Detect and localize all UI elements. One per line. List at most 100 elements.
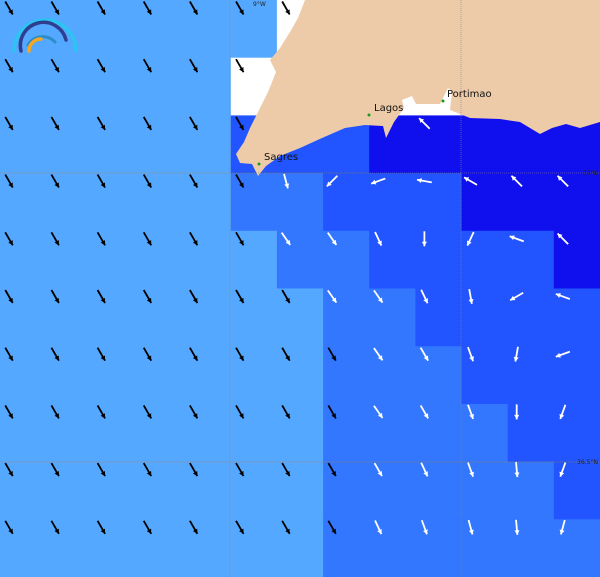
logo-icon xyxy=(12,18,78,53)
wave-cell xyxy=(369,288,416,347)
town-portimao[interactable]: Portimao xyxy=(441,89,492,103)
wave-cell xyxy=(553,346,600,405)
wave-cell xyxy=(46,519,93,577)
wave-direction-arrow xyxy=(96,116,106,131)
wave-direction-arrow xyxy=(142,289,152,304)
wave-direction-arrow xyxy=(373,289,384,304)
wave-cell xyxy=(369,461,416,520)
wave-cell xyxy=(0,403,47,463)
wave-direction-arrow xyxy=(326,175,339,188)
wave-direction-arrow xyxy=(142,174,152,189)
wave-cell xyxy=(553,230,600,289)
wave-direction-arrow xyxy=(327,520,337,535)
wave-direction-arrow xyxy=(327,404,337,419)
wave-cell xyxy=(461,173,509,232)
wave-cell xyxy=(553,288,600,347)
wave-cell xyxy=(369,346,416,405)
wave-direction-arrow xyxy=(421,231,427,247)
wave-cell xyxy=(138,519,186,577)
wave-direction-arrow xyxy=(189,289,199,304)
wave-direction-arrow xyxy=(142,347,152,362)
wave-direction-arrow xyxy=(142,462,152,477)
wave-direction-arrow xyxy=(281,289,291,304)
wave-direction-arrow xyxy=(420,519,428,535)
wave-direction-arrow xyxy=(235,116,245,131)
wave-direction-arrow xyxy=(50,520,60,535)
wave-direction-arrow xyxy=(374,520,383,535)
wave-cell xyxy=(92,57,139,116)
wave-cell xyxy=(92,230,139,289)
wave-cell xyxy=(323,230,370,289)
wave-cell xyxy=(276,519,324,577)
wave-cell xyxy=(0,230,47,289)
wave-cell xyxy=(0,346,47,405)
wave-cell xyxy=(92,288,139,347)
wave-direction-arrow xyxy=(142,58,152,73)
wave-direction-arrow xyxy=(555,350,571,358)
wave-direction-arrow xyxy=(189,116,199,131)
wave-cell xyxy=(415,403,463,463)
wave-cell xyxy=(92,461,139,520)
wave-direction-arrow xyxy=(420,462,429,477)
lon-label: 9°W xyxy=(253,1,266,8)
town-sagres[interactable]: Sagres xyxy=(257,152,299,166)
wave-direction-arrow xyxy=(189,1,199,15)
wave-direction-arrow xyxy=(142,231,152,246)
wave-direction-arrow xyxy=(96,520,106,535)
wave-cell xyxy=(323,519,370,577)
wave-cell xyxy=(461,519,509,577)
town-dot xyxy=(367,113,371,117)
wave-direction-arrow xyxy=(4,404,14,419)
town-lagos[interactable]: Lagos xyxy=(367,103,404,117)
wave-cell xyxy=(230,0,278,59)
wave-direction-arrow xyxy=(4,1,14,15)
wave-cell xyxy=(0,288,47,347)
wave-direction-arrow xyxy=(189,231,199,246)
wave-direction-arrow xyxy=(189,174,199,189)
wave-direction-arrow xyxy=(514,519,520,535)
wave-cell xyxy=(46,57,93,116)
wave-direction-arrow xyxy=(189,58,199,73)
wave-cell xyxy=(415,288,463,347)
wave-cell xyxy=(230,346,278,405)
wave-direction-arrow xyxy=(96,1,106,15)
wave-direction-arrow xyxy=(513,346,519,362)
wave-cell xyxy=(369,403,416,463)
lat-label-37: 37°N xyxy=(583,170,598,177)
town-label: Sagres xyxy=(264,152,298,163)
wave-direction-arrow xyxy=(142,404,152,419)
land-portugal-algarve xyxy=(236,0,600,176)
wave-direction-arrow xyxy=(419,347,429,362)
wave-cell xyxy=(276,230,324,289)
wave-direction-arrow xyxy=(50,404,60,419)
wave-cell xyxy=(230,519,278,577)
wave-cell xyxy=(461,115,509,174)
wave-cell xyxy=(507,173,555,232)
wave-cell xyxy=(138,461,186,520)
wave-cell xyxy=(230,173,278,232)
wave-cell xyxy=(46,288,93,347)
wave-cell xyxy=(461,346,509,405)
wave-cell xyxy=(46,230,93,289)
wave-cell xyxy=(276,403,324,463)
wave-direction-arrow xyxy=(50,289,60,304)
wave-direction-arrow xyxy=(374,231,383,246)
wave-direction-arrow xyxy=(559,404,567,420)
wave-direction-arrow xyxy=(556,232,569,245)
wave-direction-arrow xyxy=(327,347,337,362)
wave-direction-arrow xyxy=(235,231,245,246)
wave-direction-arrow xyxy=(416,178,432,184)
wave-cell xyxy=(184,288,232,347)
wave-direction-arrow xyxy=(327,232,338,246)
wave-cell xyxy=(461,230,509,289)
wave-direction-arrow xyxy=(235,289,245,304)
wave-direction-arrow xyxy=(283,173,290,189)
wave-direction-arrow xyxy=(4,520,14,535)
wave-cell xyxy=(184,230,232,289)
wave-direction-arrow xyxy=(189,462,199,477)
wave-direction-arrow xyxy=(96,347,106,362)
wave-direction-arrow xyxy=(510,175,523,188)
wave-direction-arrow xyxy=(50,347,60,362)
